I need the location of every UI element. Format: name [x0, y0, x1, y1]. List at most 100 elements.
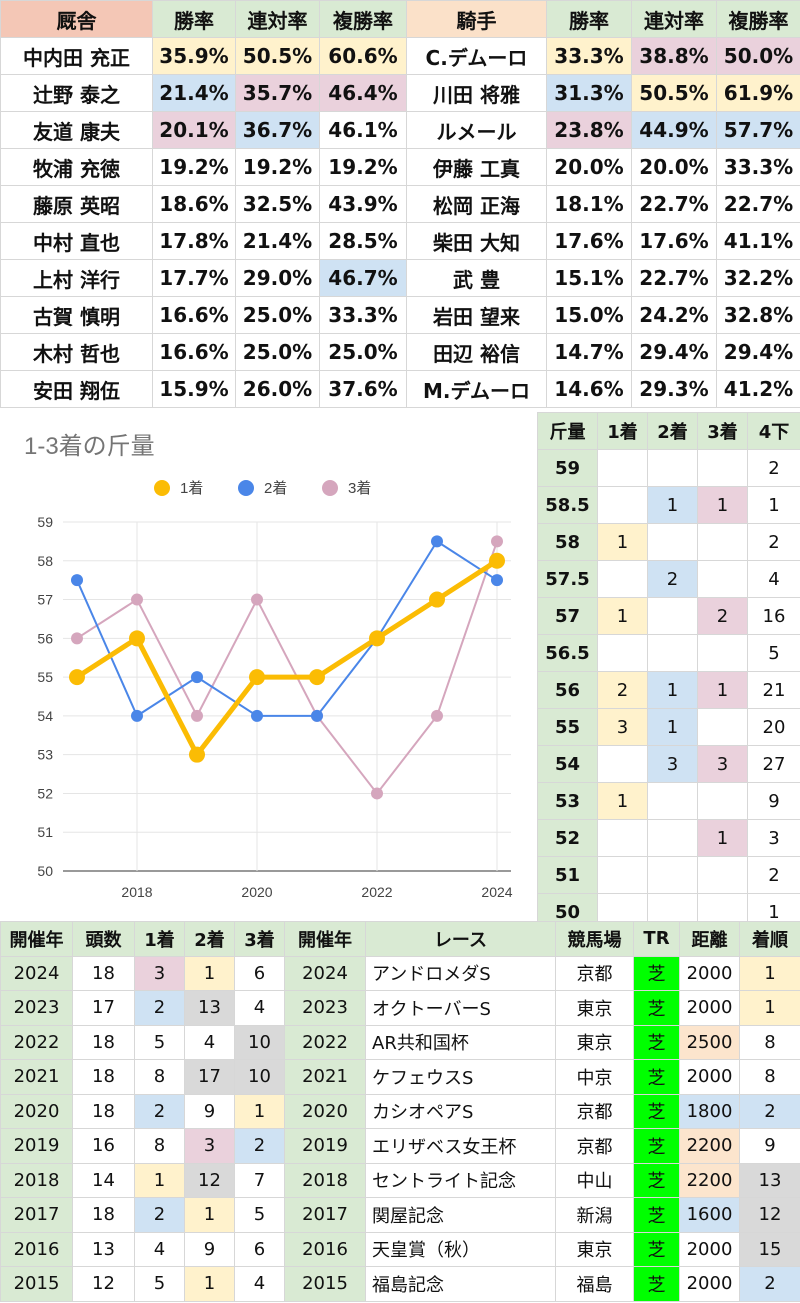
table-row: 中内田 充正 35.9% 50.5% 60.6% C.デムーロ 33.3% 38… [0, 37, 800, 75]
first-count [597, 745, 648, 783]
first-cell: 2 [134, 990, 185, 1026]
first-cell: 8 [134, 1059, 185, 1095]
first-cell: 4 [134, 1231, 185, 1267]
venue-cell: 東京 [555, 1024, 634, 1060]
year-cell: 2017 [284, 1197, 366, 1233]
header-year: 開催年 [0, 921, 73, 957]
jockey-win-rate: 15.0% [546, 296, 632, 334]
year-cell: 2024 [0, 955, 73, 991]
data-point [491, 535, 503, 548]
data-point [429, 591, 445, 608]
table-row: 56 2 1 1 21 [537, 671, 800, 709]
data-point [191, 671, 203, 684]
table-row: 中村 直也 17.8% 21.4% 28.5% 柴田 大知 17.6% 17.6… [0, 222, 800, 260]
jockey-name: 松岡 正海 [406, 185, 547, 223]
year-cell: 2021 [284, 1059, 366, 1095]
third-cell: 4 [234, 990, 285, 1026]
venue-cell: 中京 [555, 1059, 634, 1095]
table-row: 藤原 英昭 18.6% 32.5% 43.9% 松岡 正海 18.1% 22.7… [0, 185, 800, 223]
jockey-name: 田辺 裕信 [406, 333, 547, 371]
table-row: 2021 ケフェウスS 中京芝 2000 8 [284, 1059, 800, 1095]
second-cell: 9 [184, 1231, 235, 1267]
y-tick-label: 52 [37, 785, 53, 801]
y-axis-ticks: 50 51 52 53 54 55 56 57 58 59 [37, 514, 53, 879]
year-cell: 2022 [0, 1024, 73, 1060]
third-count: 2 [697, 597, 748, 635]
series-line-2 [76, 540, 498, 717]
first-cell: 2 [134, 1093, 185, 1129]
jockey-name: 伊藤 工真 [406, 148, 547, 186]
legend-label: 3着 [348, 480, 371, 497]
venue-cell: 中山 [555, 1162, 634, 1198]
runners-cell: 18 [72, 1093, 135, 1129]
trainer-name: 木村 哲也 [0, 333, 153, 371]
data-point [489, 552, 505, 569]
jockey-name: 柴田 大知 [406, 222, 547, 260]
jockey-name: M.デムーロ [406, 370, 547, 408]
finish-cell: 8 [739, 1024, 800, 1060]
legend-marker [238, 480, 254, 496]
trainer-top2-rate: 36.7% [235, 111, 320, 149]
trainer-top3-rate: 25.0% [319, 333, 407, 371]
jockey-name: 岩田 望来 [406, 296, 547, 334]
year-cell: 2022 [284, 1024, 366, 1060]
table-row: 上村 洋行 17.7% 29.0% 46.7% 武 豊 15.1% 22.7% … [0, 259, 800, 297]
distance-cell: 2200 [679, 1128, 740, 1164]
below-count: 2 [747, 523, 800, 561]
track-cell: 芝 [633, 1266, 680, 1302]
second-count [647, 782, 698, 820]
first-count [597, 634, 648, 672]
weight-cell: 59 [537, 449, 598, 487]
header-1st: 1着 [134, 921, 185, 957]
y-tick-label: 54 [37, 708, 53, 724]
trainer-win-rate: 19.2% [152, 148, 236, 186]
legend-label: 2着 [264, 480, 287, 497]
table-row: 2015 福島記念 福島芝 2000 2 [284, 1266, 800, 1302]
venue-cell: 東京 [555, 1231, 634, 1267]
venue-cell: 福島 [555, 1266, 634, 1302]
data-point [131, 709, 143, 722]
jockey-name: C.デムーロ [406, 37, 547, 75]
header-4th-below: 4下 [747, 412, 800, 450]
jockey-name: 川田 将雅 [406, 74, 547, 112]
third-cell: 1 [234, 1093, 285, 1129]
table-row: 辻野 泰之 21.4% 35.7% 46.4% 川田 将雅 31.3% 50.5… [0, 74, 800, 112]
legend-marker [322, 480, 338, 496]
x-tick-label: 2018 [121, 884, 152, 900]
header-jockey: 騎手 [406, 0, 547, 38]
header-trainer: 厩舎 [0, 0, 153, 38]
header-3rd: 3着 [697, 412, 748, 450]
table-row: 52 1 3 [537, 819, 800, 857]
data-point [69, 669, 85, 686]
below-count: 2 [747, 449, 800, 487]
table-row: 2016 天皇賞（秋） 東京芝 2000 15 [284, 1231, 800, 1267]
trainer-jockey-table: 厩舎 勝率 連対率 複勝率 騎手 勝率 連対率 複勝率 中内田 充正 35.9%… [0, 0, 800, 408]
trainer-top2-rate: 21.4% [235, 222, 320, 260]
jockey-win-rate: 33.3% [546, 37, 632, 75]
year-cell: 2018 [0, 1162, 73, 1198]
jockey-top2-rate: 22.7% [631, 185, 717, 223]
below-count: 9 [747, 782, 800, 820]
runners-cell: 14 [72, 1162, 135, 1198]
first-count [597, 486, 648, 524]
second-cell: 3 [184, 1128, 235, 1164]
trainer-win-rate: 16.6% [152, 333, 236, 371]
jockey-top2-rate: 17.6% [631, 222, 717, 260]
trainer-top2-rate: 35.7% [235, 74, 320, 112]
third-cell: 10 [234, 1024, 285, 1060]
jockey-top2-rate: 20.0% [631, 148, 717, 186]
third-cell: 7 [234, 1162, 285, 1198]
weight-distribution-table: 斤量 1着 2着 3着 4下 59 2 58.5 1 1 1 58 1 2 57.5 2 4 5… [537, 412, 800, 931]
second-count [647, 523, 698, 561]
second-count: 1 [647, 671, 698, 709]
table-row: 53 1 9 [537, 782, 800, 820]
data-point [431, 709, 443, 722]
year-cell: 2020 [0, 1093, 73, 1129]
first-count: 1 [597, 782, 648, 820]
below-count: 3 [747, 819, 800, 857]
below-count: 21 [747, 671, 800, 709]
legend-marker [154, 480, 170, 496]
y-tick-label: 56 [37, 630, 53, 646]
table-row: 57.5 2 4 [537, 560, 800, 598]
trainer-name: 中村 直也 [0, 222, 153, 260]
